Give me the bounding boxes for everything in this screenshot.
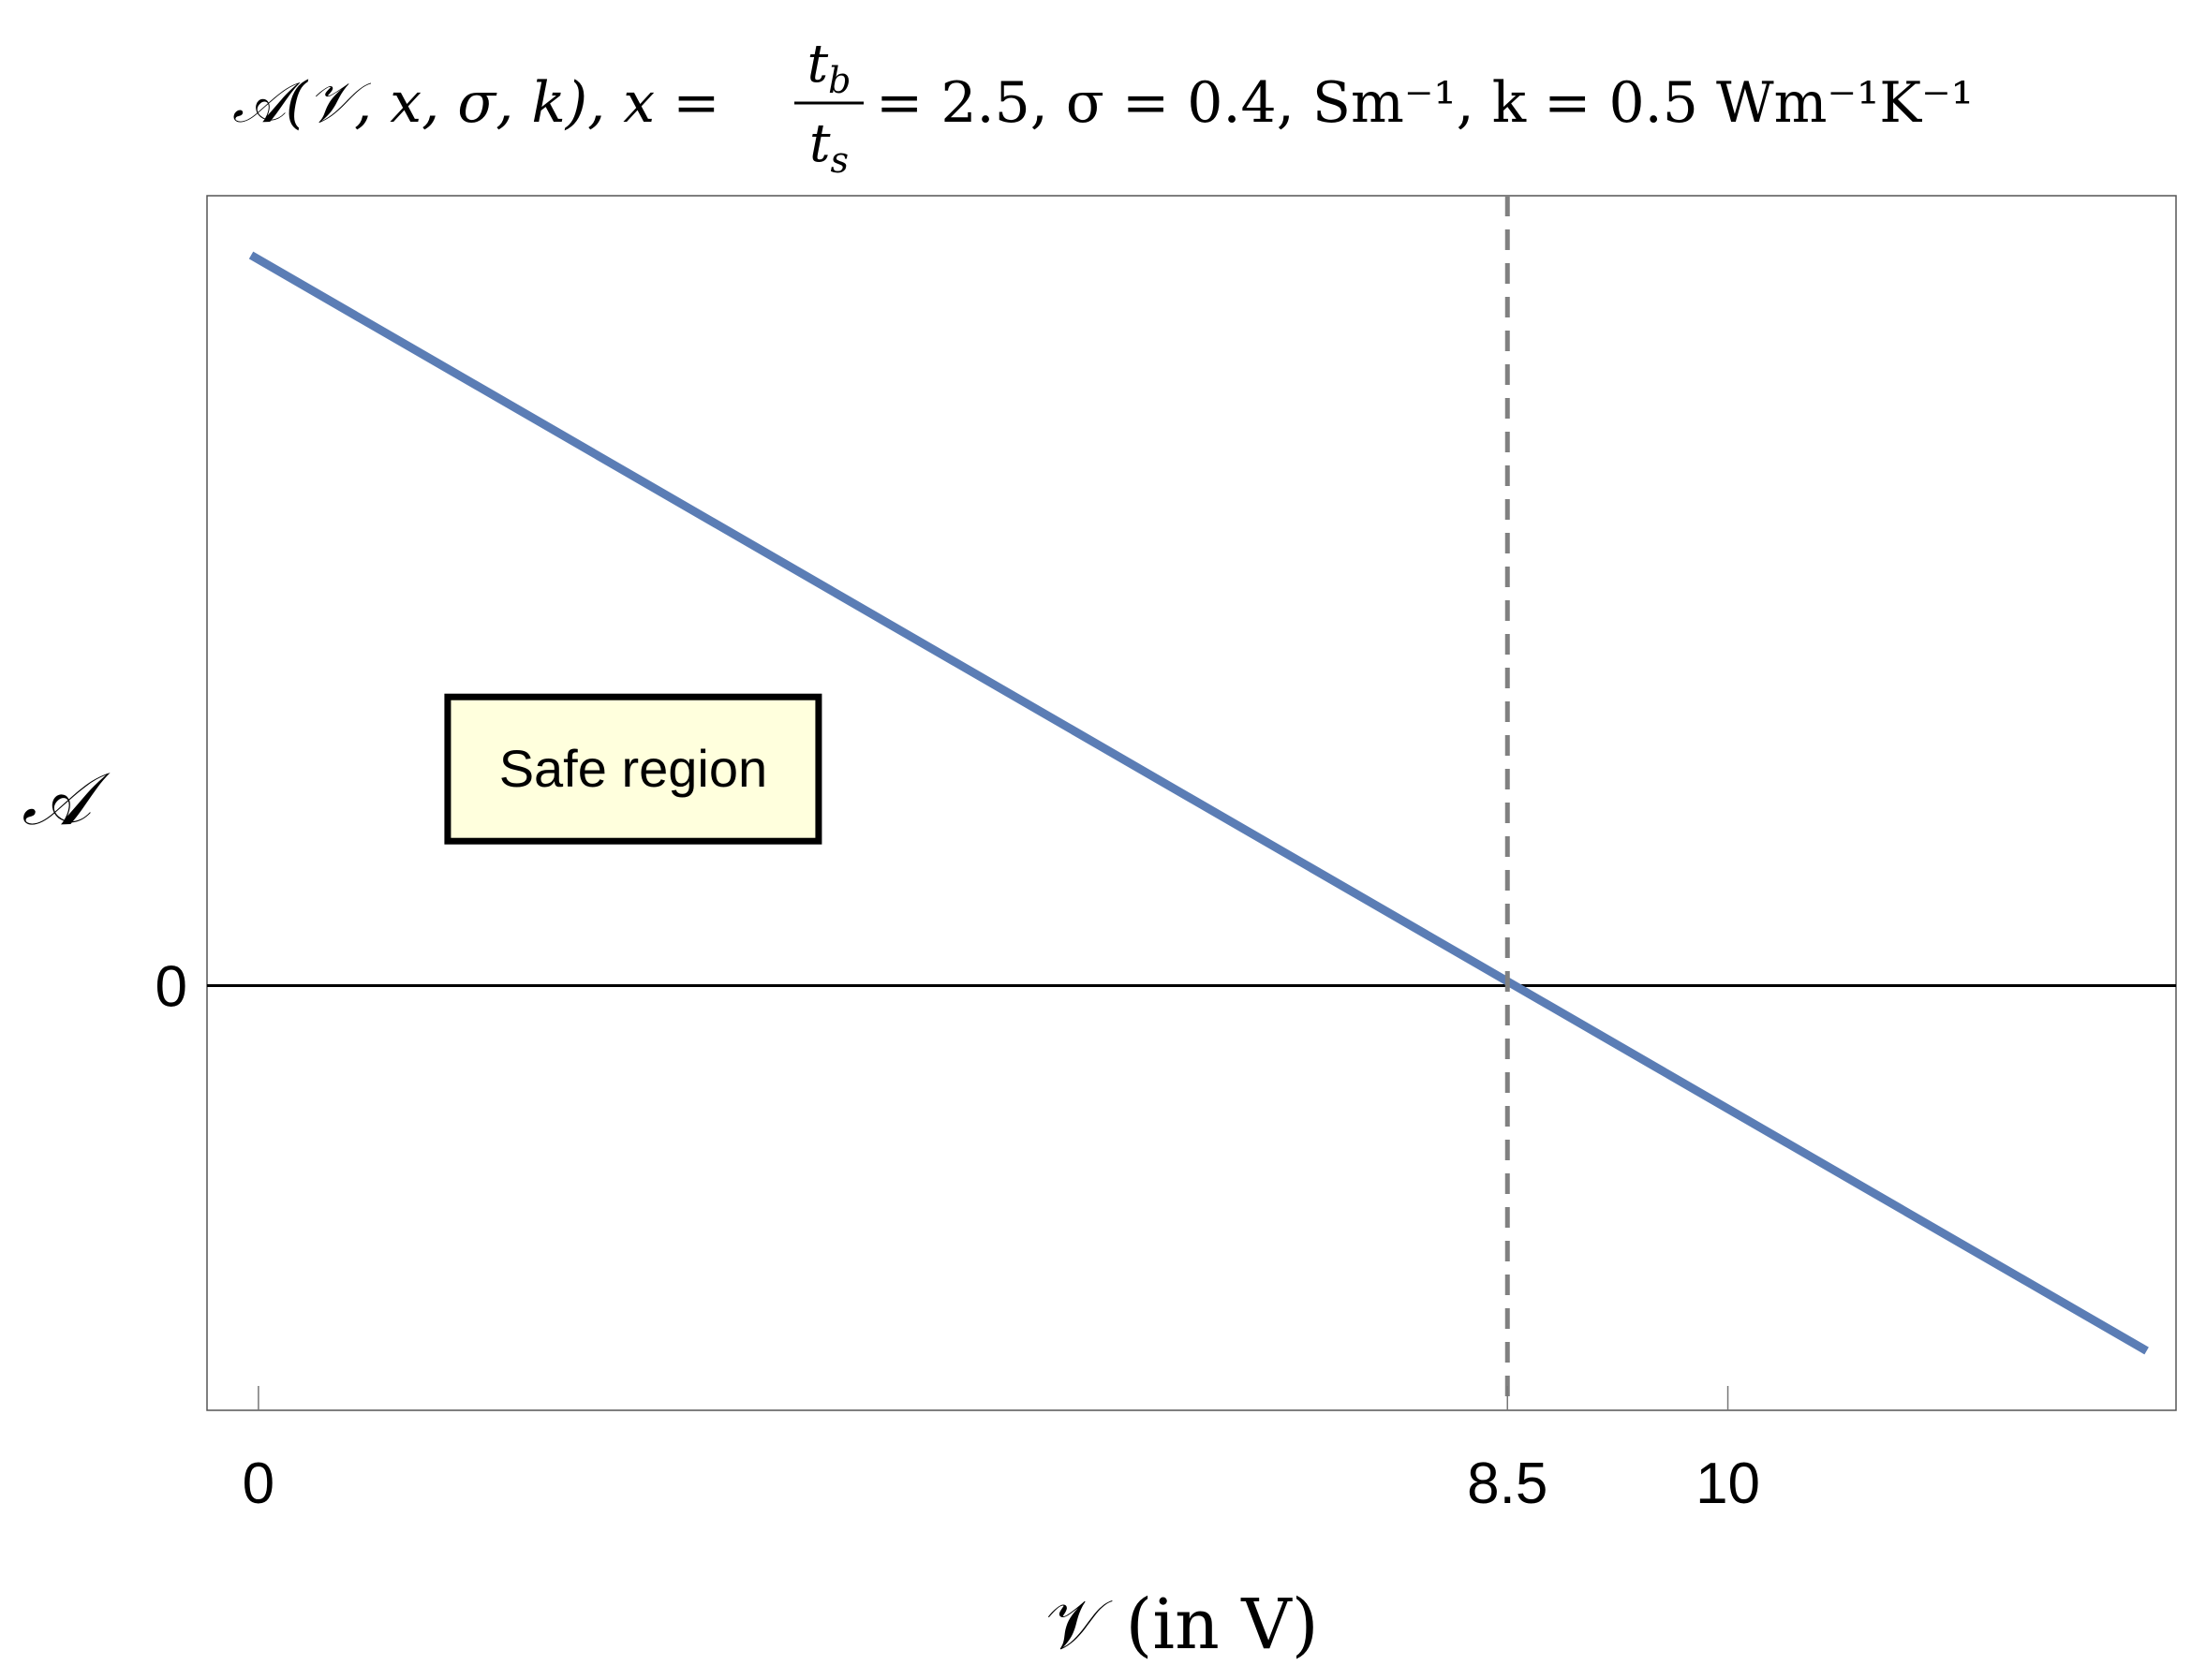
plot-area: 0 8.5 10 0 Safe region [155,196,2176,1516]
title-frac-num: tb [807,34,851,101]
x-axis-label: 𝒱 (in V) [1045,1584,1318,1665]
x-tick-label: 8.5 [1467,1452,1547,1516]
chart-title: 𝒜(𝒱, x, σ, k), x = tb ts = 2.5, σ = 0.4,… [232,34,1974,181]
y-tick-label: 0 [155,955,187,1020]
title-frac-den: ts [809,113,849,181]
annotation-box [444,693,822,845]
title-lhs: 𝒜(𝒱, x, σ, k), x = [232,70,719,136]
plot-frame [206,195,2177,1411]
x-tick-label: 10 [1695,1452,1760,1516]
series-line-0 [248,251,2149,1355]
y-axis-label: 𝒜 [22,758,111,842]
title-rhs: = 2.5, σ = 0.4, Sm⁻¹, k = 0.5 Wm⁻¹K⁻¹ [876,70,1974,136]
annotation-label: Safe region [499,739,767,798]
x-tick-label: 0 [243,1452,274,1516]
